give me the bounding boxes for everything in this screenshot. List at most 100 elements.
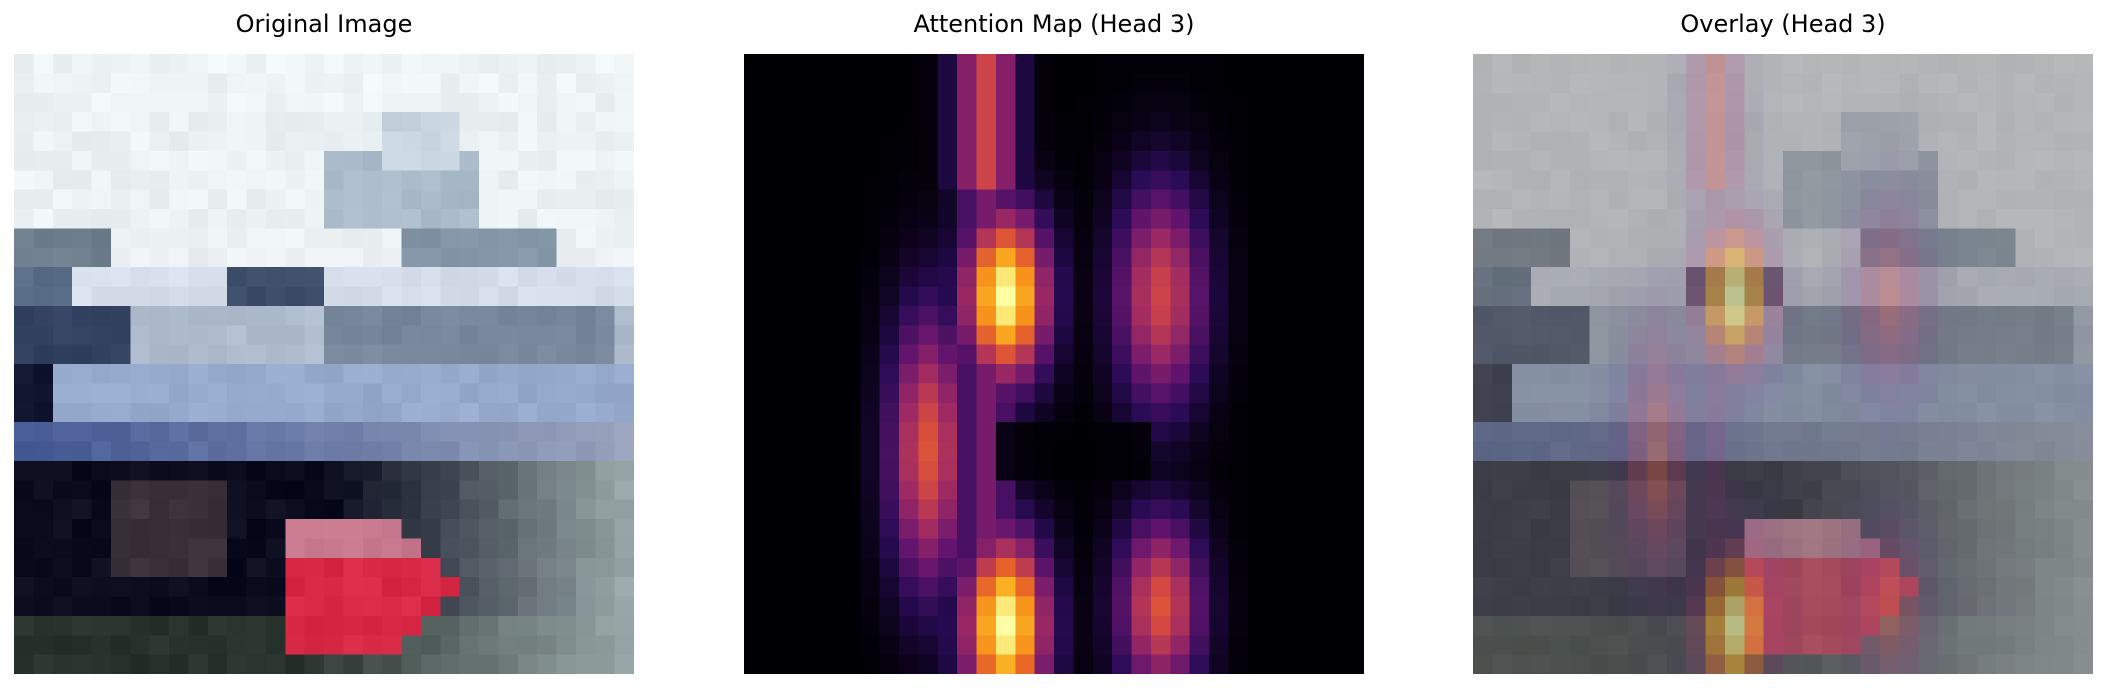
original-pixel	[459, 54, 480, 74]
attention-pixel	[1131, 615, 1152, 636]
overlay-pixel	[1744, 92, 1765, 113]
attention-pixel	[1325, 480, 1346, 501]
attention-pixel	[1073, 460, 1094, 481]
overlay-pixel	[1802, 305, 1823, 326]
overlay-pixel	[1957, 364, 1978, 384]
original-pixel	[614, 228, 634, 249]
overlay-pixel	[1841, 596, 1861, 617]
original-pixel	[595, 54, 616, 74]
attention-pixel	[1054, 170, 1074, 191]
overlay-pixel	[1783, 344, 1803, 365]
original-pixel	[227, 422, 247, 442]
original-pixel	[304, 267, 325, 287]
original-pixel	[91, 150, 112, 171]
attention-pixel	[1150, 635, 1171, 656]
attention-pixel	[1209, 654, 1229, 674]
overlay-pixel	[2073, 344, 2093, 365]
overlay-pixel	[1589, 577, 1610, 597]
overlay-pixel	[1724, 228, 1745, 249]
overlay-pixel	[1918, 170, 1939, 191]
original-pixel	[343, 112, 364, 132]
attention-pixel	[1054, 383, 1074, 404]
overlay-pixel	[1492, 305, 1513, 326]
original-pixel	[459, 615, 480, 636]
attention-pixel	[1228, 499, 1249, 520]
original-pixel	[440, 344, 461, 365]
original-pixel	[304, 189, 325, 210]
overlay-pixel	[1879, 519, 1900, 539]
overlay-pixel	[1666, 267, 1687, 287]
attention-pixel	[1112, 577, 1132, 597]
attention-pixel	[1228, 441, 1249, 462]
overlay-pixel	[1763, 402, 1784, 423]
overlay-pixel	[1879, 557, 1900, 578]
overlay-pixel	[1647, 422, 1668, 442]
original-pixel	[401, 305, 422, 326]
overlay-pixel	[1492, 286, 1513, 307]
overlay-pixel	[1511, 92, 1532, 113]
overlay-pixel	[1918, 209, 1939, 229]
attention-pixel	[1267, 170, 1287, 191]
original-pixel	[265, 54, 286, 74]
overlay-pixel	[2034, 635, 2055, 656]
original-pixel	[324, 228, 344, 249]
attention-pixel	[918, 247, 939, 268]
original-pixel	[362, 189, 383, 210]
overlay-pixel	[1899, 480, 1920, 501]
attention-pixel	[899, 364, 919, 384]
attention-pixel	[1150, 131, 1171, 152]
overlay-pixel	[1879, 654, 1900, 674]
original-pixel	[614, 305, 634, 326]
original-pixel	[440, 131, 461, 152]
original-pixel	[498, 267, 519, 287]
attention-pixel	[879, 596, 900, 617]
overlay-pixel	[1918, 402, 1939, 423]
original-pixel	[440, 557, 461, 578]
overlay-pixel	[1802, 480, 1823, 501]
original-pixel	[285, 189, 306, 210]
overlay-pixel	[1724, 577, 1745, 597]
overlay-pixel	[1724, 305, 1745, 326]
attention-pixel	[1034, 364, 1055, 384]
attention-pixel	[937, 92, 958, 113]
attention-pixel	[821, 305, 842, 326]
original-pixel	[595, 383, 616, 404]
original-pixel	[33, 131, 54, 152]
overlay-pixel	[1589, 92, 1610, 113]
overlay-pixel	[1531, 189, 1551, 210]
original-pixel	[595, 499, 616, 520]
attention-pixel	[899, 305, 919, 326]
attention-pixel	[1247, 402, 1268, 423]
overlay-pixel	[1608, 305, 1629, 326]
overlay-pixel	[1647, 150, 1668, 171]
original-pixel	[14, 344, 34, 365]
original-pixel	[130, 267, 151, 287]
original-pixel	[52, 596, 73, 617]
attention-pixel	[744, 557, 764, 578]
attention-pixel	[957, 209, 977, 229]
attention-pixel	[1092, 596, 1113, 617]
original-pixel	[72, 112, 92, 132]
attention-pixel	[1170, 460, 1191, 481]
attention-pixel	[1325, 519, 1346, 539]
attention-pixel	[1112, 364, 1132, 384]
original-pixel	[459, 635, 480, 656]
original-pixel	[188, 519, 209, 539]
original-pixel	[110, 383, 131, 404]
overlay-pixel	[1841, 305, 1861, 326]
overlay-pixel	[1899, 170, 1920, 191]
attention-pixel	[1092, 305, 1113, 326]
overlay-pixel	[1879, 344, 1900, 365]
original-pixel	[420, 635, 441, 656]
overlay-pixel	[1899, 364, 1920, 384]
attention-pixel	[860, 499, 881, 520]
attention-pixel	[899, 286, 919, 307]
overlay-pixel	[1492, 635, 1513, 656]
overlay-pixel	[1511, 286, 1532, 307]
attention-pixel	[744, 596, 764, 617]
attention-pixel	[1267, 189, 1287, 210]
original-pixel	[91, 577, 112, 597]
original-pixel	[72, 228, 92, 249]
overlay-pixel	[1802, 364, 1823, 384]
original-pixel	[440, 54, 461, 74]
